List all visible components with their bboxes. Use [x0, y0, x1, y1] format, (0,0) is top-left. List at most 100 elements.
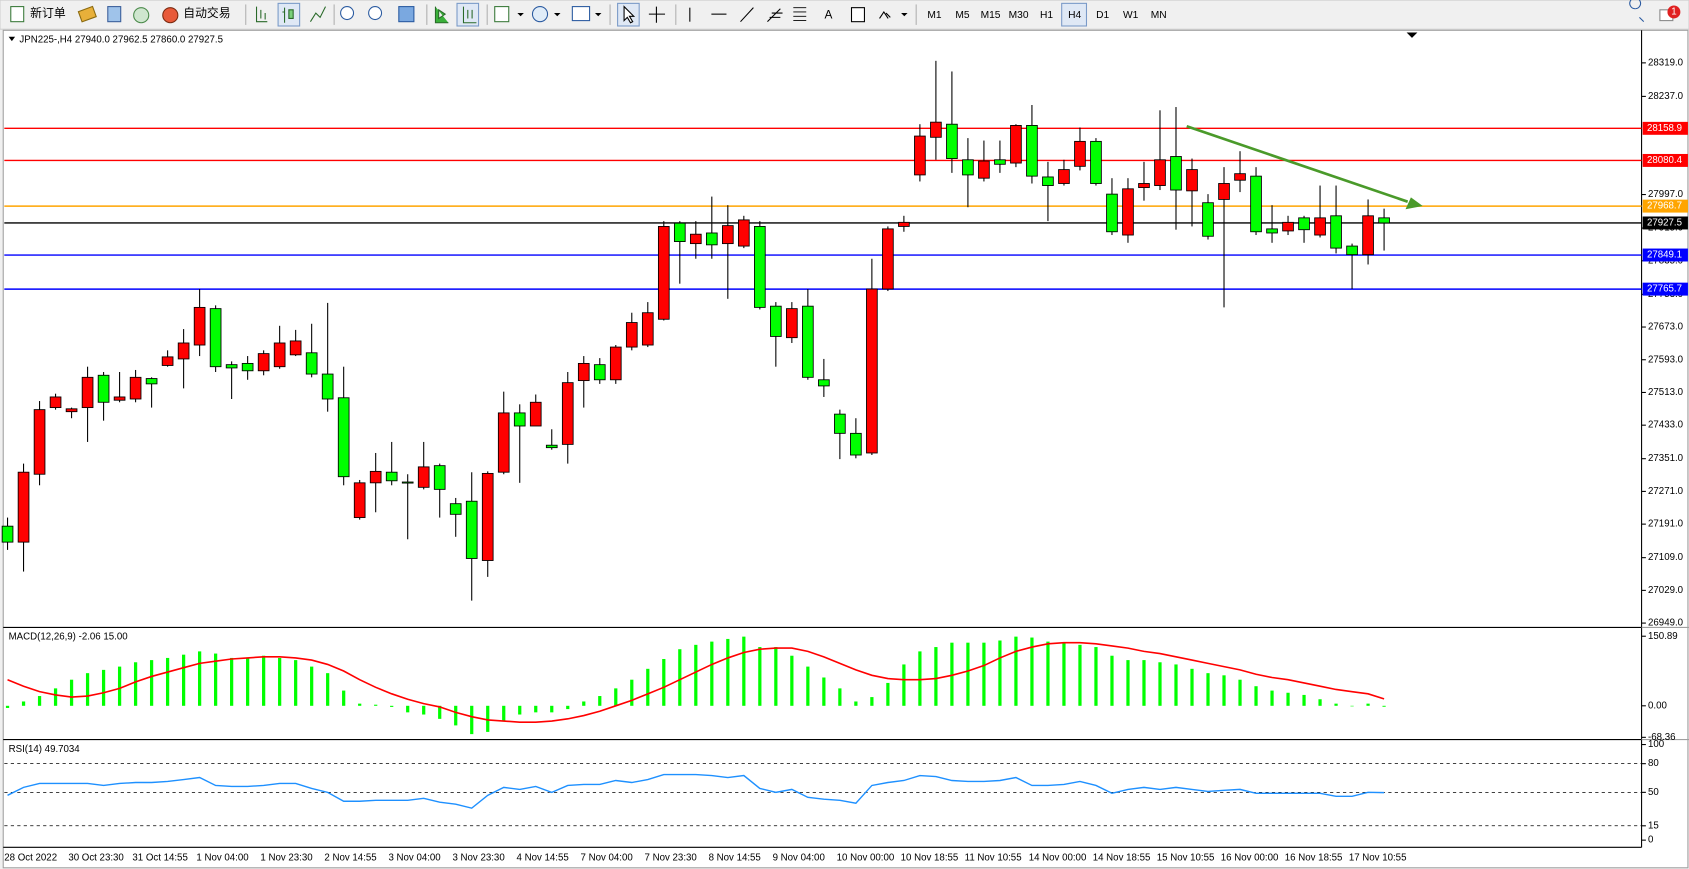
macd-bar — [1030, 637, 1034, 706]
candle-body — [561, 382, 574, 445]
macd-bar — [870, 697, 874, 706]
timeframe-button[interactable]: D1 — [1096, 10, 1109, 21]
y-tick-label: 50 — [1648, 787, 1659, 798]
candle-body — [177, 342, 190, 360]
periods-icon[interactable] — [531, 6, 549, 23]
indicators-icon[interactable] — [494, 6, 510, 23]
new-order-button[interactable]: 新订单 — [30, 6, 66, 20]
trend-arrow — [1186, 124, 1409, 203]
timeframe-button[interactable]: M30 — [1009, 10, 1029, 21]
candle-body — [577, 362, 590, 382]
trendline-icon[interactable] — [740, 7, 754, 23]
dropdown-arrow[interactable] — [517, 13, 524, 17]
macd-bar — [5, 705, 10, 708]
candle-body — [33, 409, 46, 475]
auto-trading-button[interactable]: 自动交易 — [183, 6, 230, 20]
timeframe-button[interactable]: H4 — [1068, 10, 1081, 21]
candle-body — [1090, 140, 1102, 184]
templates-icon[interactable] — [571, 6, 591, 22]
candle-body — [529, 401, 542, 427]
label-icon[interactable] — [850, 7, 865, 23]
macd-bar — [886, 682, 890, 706]
cursor-icon[interactable] — [623, 5, 636, 24]
toolbar-icon[interactable] — [77, 5, 97, 23]
macd-bar — [502, 705, 506, 722]
timeframe-button[interactable]: M5 — [955, 10, 970, 21]
toolbar-icon[interactable] — [107, 6, 122, 23]
timeframe-button[interactable]: MN — [1151, 10, 1167, 21]
macd-signal — [7, 641, 1385, 723]
notification-badge[interactable] — [1667, 5, 1681, 19]
zoom-in-icon[interactable] — [340, 6, 355, 21]
candle-body — [722, 225, 734, 245]
candle-body — [401, 481, 414, 484]
timeframe-button[interactable]: M1 — [927, 10, 942, 21]
dropdown-arrow[interactable] — [594, 13, 602, 17]
time-label: 16 Nov 00:00 — [1221, 853, 1279, 864]
candle-body — [978, 160, 990, 179]
candle-body — [609, 346, 622, 381]
macd-bar — [790, 655, 794, 706]
macd-bar — [101, 669, 106, 706]
macd-bar — [1126, 660, 1130, 706]
y-tick-label: 27433.0 — [1648, 420, 1684, 431]
auto-trading-icon[interactable] — [162, 7, 179, 24]
candle-body — [914, 135, 926, 176]
candle-body — [369, 470, 382, 484]
macd-bar — [662, 658, 666, 706]
candle-body — [705, 232, 718, 246]
candle-chart-icon[interactable] — [282, 7, 294, 23]
crosshair-icon[interactable] — [648, 6, 666, 23]
tile-icon[interactable] — [398, 6, 415, 23]
candle-body — [1250, 175, 1262, 233]
time-label: 28 Oct 2022 — [4, 853, 57, 864]
channel-icon[interactable] — [767, 8, 783, 23]
bar-chart-icon[interactable] — [255, 6, 268, 23]
macd-bar — [534, 705, 538, 713]
time-label: 1 Nov 23:30 — [260, 853, 313, 864]
y-tick-label: 28237.0 — [1648, 91, 1684, 102]
candle-body — [1154, 159, 1166, 186]
macd-bar — [278, 657, 282, 706]
y-tick-label: 26949.0 — [1648, 618, 1684, 629]
search-icon[interactable] — [1629, 0, 1645, 23]
candle-body — [113, 396, 126, 401]
macd-bar — [918, 651, 922, 706]
price-level-box — [1642, 199, 1688, 213]
dropdown-arrow[interactable] — [554, 13, 561, 17]
chart-shift-marker[interactable] — [1406, 32, 1418, 38]
candle-body — [1074, 140, 1086, 167]
macd-bar — [470, 705, 474, 735]
fibo-icon[interactable] — [793, 7, 807, 22]
new-order-icon[interactable] — [10, 6, 25, 23]
chart-menu-triangle[interactable] — [8, 36, 16, 42]
macd-bar — [133, 662, 138, 706]
zoom-out-icon[interactable] — [368, 6, 383, 21]
candle-body — [1026, 125, 1038, 177]
time-label: 7 Nov 23:30 — [645, 853, 698, 864]
candle-body — [209, 308, 222, 368]
macd-bar — [742, 636, 746, 706]
macd-bar — [1302, 694, 1306, 706]
dropdown-arrow[interactable] — [901, 13, 908, 17]
arrows-icon[interactable] — [879, 11, 891, 19]
macd-bar — [486, 705, 490, 732]
price-level-label: 28080.4 — [1647, 155, 1683, 166]
timeframe-button[interactable]: M15 — [981, 10, 1001, 21]
macd-bar — [262, 655, 266, 706]
candle-body — [593, 364, 606, 381]
y-tick-label: 27513.0 — [1648, 387, 1684, 398]
macd-bar — [246, 657, 250, 706]
timeframe-button[interactable]: W1 — [1123, 10, 1139, 21]
toolbar-icon[interactable] — [133, 7, 150, 24]
line-chart-icon[interactable] — [309, 6, 326, 22]
text-tool[interactable]: A — [825, 7, 833, 21]
shift-icon[interactable] — [462, 6, 477, 24]
candle-body — [497, 412, 510, 473]
timeframe-button[interactable]: H1 — [1040, 10, 1053, 21]
autoscroll-icon[interactable] — [434, 6, 449, 24]
macd-bar — [1062, 642, 1066, 706]
candle-body — [625, 322, 638, 348]
time-label: 9 Nov 04:00 — [773, 853, 826, 864]
